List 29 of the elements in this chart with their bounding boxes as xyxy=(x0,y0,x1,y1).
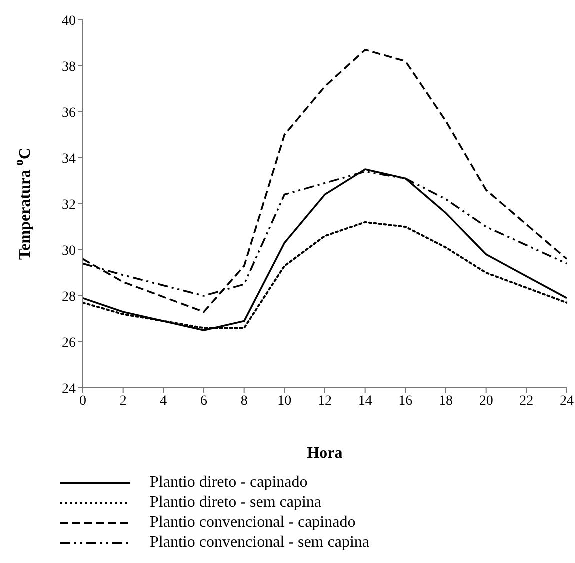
legend-label: Plantio direto - capinado xyxy=(150,474,308,492)
y-tick-label: 26 xyxy=(62,336,76,351)
x-tick-label: 18 xyxy=(439,394,453,409)
x-tick-label: 16 xyxy=(398,394,413,409)
y-tick-label: 36 xyxy=(62,106,76,121)
legend-label: Plantio convencional - capinado xyxy=(150,514,356,532)
x-tick-label: 4 xyxy=(160,394,168,409)
x-tick-label: 0 xyxy=(80,394,86,409)
y-tick-label: 32 xyxy=(62,198,76,213)
x-tick-label: 20 xyxy=(479,394,494,409)
y-tick-label: 38 xyxy=(62,60,76,75)
x-tick-label: 8 xyxy=(240,394,248,409)
legend-label: Plantio direto - sem capina xyxy=(150,494,322,512)
x-tick-label: 22 xyxy=(520,394,534,409)
y-tick-label: 34 xyxy=(62,152,76,167)
y-tick-label: 28 xyxy=(62,290,76,305)
x-tick-label: 6 xyxy=(200,394,208,409)
x-tick-label: 14 xyxy=(358,394,372,409)
x-tick-label: 10 xyxy=(278,394,292,409)
x-tick-label: 2 xyxy=(120,394,127,409)
legend-label: Plantio convencional - sem capina xyxy=(150,534,370,552)
x-tick-label: 12 xyxy=(318,394,332,409)
x-axis-title: Hora xyxy=(307,445,343,462)
x-tick-label: 24 xyxy=(560,394,574,409)
y-tick-label: 30 xyxy=(62,244,76,259)
line-series xyxy=(83,168,567,332)
y-tick-label: 24 xyxy=(62,382,76,397)
line-series xyxy=(83,49,567,313)
y-tick-label: 40 xyxy=(62,14,76,29)
